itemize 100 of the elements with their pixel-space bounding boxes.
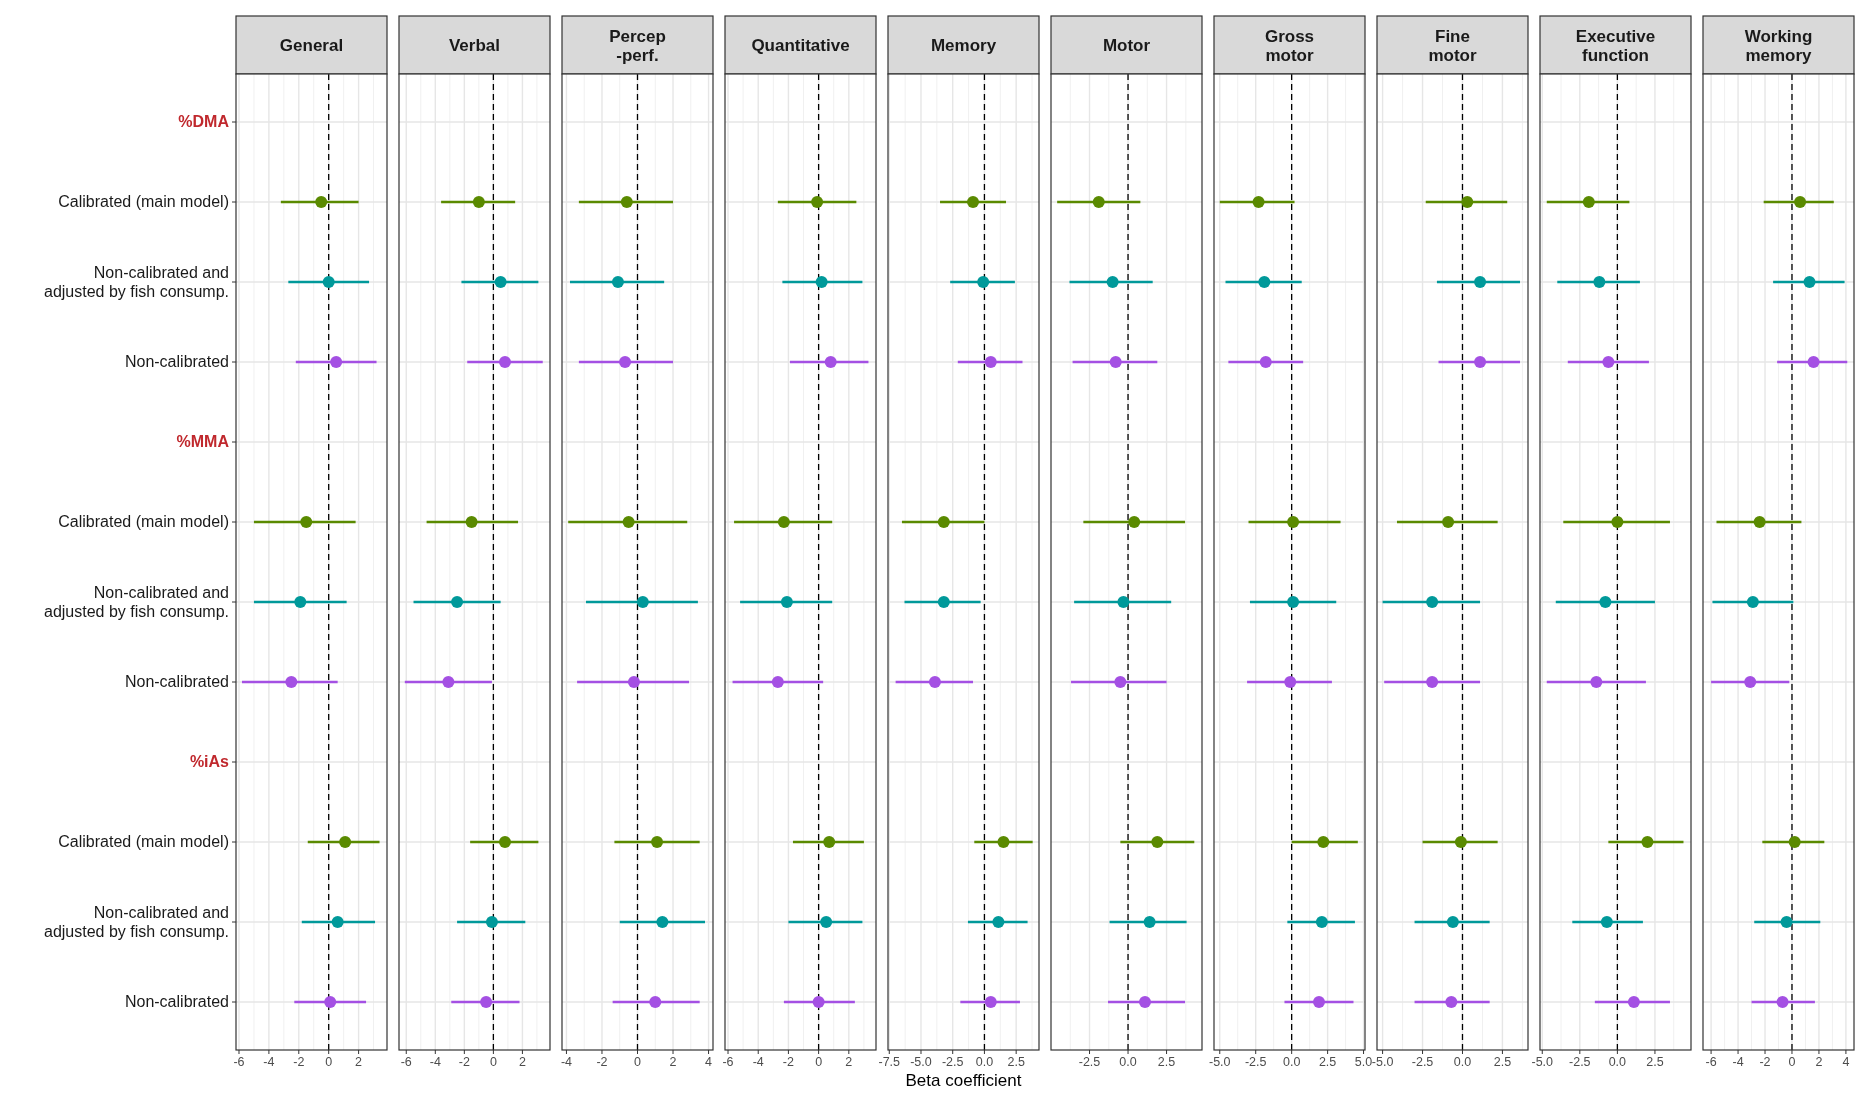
chart-title: Motor: [1102, 36, 1151, 55]
point: [967, 196, 980, 208]
x-tick-label: -5.0: [910, 1055, 932, 1069]
x-tick-label: 2: [1815, 1055, 1823, 1069]
point: [324, 996, 337, 1008]
point: [1593, 276, 1606, 288]
x-tick-label: -6: [1705, 1055, 1717, 1069]
x-tick-label: 0.0: [1453, 1055, 1472, 1069]
point: [1582, 196, 1595, 208]
point: [1287, 596, 1300, 608]
point: [1151, 836, 1164, 848]
point: [977, 276, 990, 288]
point: [1474, 356, 1487, 368]
point: [820, 916, 833, 928]
x-tick-label: 0: [1788, 1055, 1796, 1069]
point: [1803, 276, 1816, 288]
x-tick-label: 4: [1842, 1055, 1850, 1069]
point: [1143, 916, 1156, 928]
y-tick-label: Non-calibrated and adjusted by fish consump.: [44, 903, 229, 940]
x-tick-label: 0.0: [1119, 1055, 1137, 1069]
x-tick-label: -2.5: [941, 1055, 964, 1069]
point: [315, 196, 328, 208]
x-tick-label: -2.5: [1411, 1055, 1434, 1069]
point: [498, 836, 511, 848]
point: [649, 996, 662, 1008]
point: [480, 996, 493, 1008]
point: [823, 836, 836, 848]
point: [285, 676, 298, 688]
x-tick-label: 0: [325, 1055, 333, 1069]
x-tick-label: -5.0: [1531, 1055, 1554, 1069]
point: [619, 356, 632, 368]
point: [656, 916, 669, 928]
x-tick-label: -2.5: [1244, 1055, 1267, 1069]
x-tick-label: 0.0: [1282, 1055, 1301, 1069]
y-tick-label: Non-calibrated and adjusted by fish consump.: [44, 583, 229, 620]
point: [771, 676, 784, 688]
point: [1092, 196, 1105, 208]
point: [1445, 996, 1458, 1008]
point: [815, 276, 828, 288]
x-tick-label: -4: [429, 1055, 441, 1069]
point: [651, 836, 664, 848]
point: [627, 676, 640, 688]
x-tick-label: -2: [293, 1055, 305, 1069]
x-tick-label: -2: [458, 1055, 470, 1069]
point: [997, 836, 1010, 848]
point: [937, 596, 950, 608]
point: [322, 276, 335, 288]
y-tick-label: Calibrated (main model): [58, 833, 229, 850]
x-tick-label: 2: [355, 1055, 363, 1069]
y-tick-label: Non-calibrated: [124, 353, 229, 370]
point: [1117, 596, 1130, 608]
point: [1602, 356, 1615, 368]
x-tick-label: -4: [752, 1055, 764, 1069]
point: [1627, 996, 1640, 1008]
x-tick-label: 2: [518, 1055, 526, 1069]
point: [984, 356, 997, 368]
point: [1258, 276, 1271, 288]
point: [339, 836, 352, 848]
point: [1600, 916, 1613, 928]
x-tick-label: 2.5: [1646, 1055, 1664, 1069]
point: [1317, 836, 1330, 848]
point: [1312, 996, 1325, 1008]
point: [636, 596, 649, 608]
point: [1446, 916, 1459, 928]
point: [1641, 836, 1654, 848]
x-tick-label: 5.0: [1354, 1055, 1373, 1069]
point: [498, 356, 511, 368]
x-tick-label: -6: [400, 1055, 412, 1069]
point: [777, 516, 790, 528]
y-tick-label: Non-calibrated: [124, 993, 229, 1010]
x-tick-label: 4: [705, 1055, 713, 1069]
point: [1284, 676, 1297, 688]
point: [1599, 596, 1612, 608]
point: [294, 596, 307, 608]
x-tick-label: -2: [596, 1055, 608, 1069]
point: [1611, 516, 1624, 528]
x-tick-label: -5.0: [1208, 1055, 1231, 1069]
point: [992, 916, 1005, 928]
x-tick-label: -4: [1732, 1055, 1744, 1069]
point: [824, 356, 837, 368]
point: [1315, 916, 1328, 928]
point: [1106, 276, 1119, 288]
x-tick-label: 0: [489, 1055, 497, 1069]
point: [1138, 996, 1151, 1008]
point: [1780, 916, 1793, 928]
chart-title: Gross motor: [1264, 26, 1315, 65]
point: [937, 516, 950, 528]
chart-title: Percep -perf.: [609, 26, 666, 65]
point: [1776, 996, 1789, 1008]
point: [494, 276, 507, 288]
chart-title: Verbal: [448, 36, 501, 55]
point: [928, 676, 941, 688]
point: [812, 996, 825, 1008]
x-tick-label: 2.5: [1318, 1055, 1337, 1069]
point: [485, 916, 498, 928]
point: [331, 916, 344, 928]
x-tick-label: -5.0: [1371, 1055, 1394, 1069]
x-tick-label: -7.5: [878, 1055, 901, 1069]
y-tick-label: Calibrated (main model): [58, 513, 229, 530]
chart-title: Executive function: [1575, 26, 1656, 65]
